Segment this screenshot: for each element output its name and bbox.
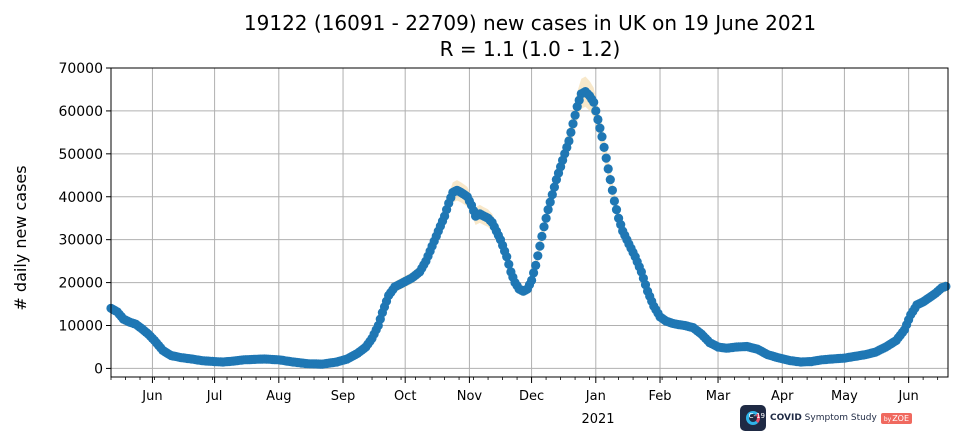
chart-title: 19122 (16091 - 22709) new cases in UK on… bbox=[244, 11, 816, 35]
chart-subtitle: R = 1.1 (1.0 - 1.2) bbox=[440, 37, 621, 61]
x-tick-label: Aug bbox=[266, 389, 291, 404]
y-tick-label: 70000 bbox=[58, 61, 103, 77]
x-tick-label: Jul bbox=[206, 389, 223, 404]
data-point bbox=[593, 114, 603, 125]
data-point bbox=[537, 231, 547, 241]
data-point bbox=[535, 241, 545, 251]
covid-app-logo-icon: C-19 bbox=[740, 405, 766, 431]
y-tick-label: 0 bbox=[94, 361, 103, 377]
data-point bbox=[603, 164, 613, 174]
confidence-band-area bbox=[111, 76, 946, 366]
data-point bbox=[591, 106, 601, 116]
y-tick-label: 40000 bbox=[58, 190, 103, 206]
data-point bbox=[595, 123, 605, 133]
data-point bbox=[549, 182, 560, 192]
data-point bbox=[568, 119, 578, 129]
data-point bbox=[589, 97, 599, 107]
y-tick-label: 50000 bbox=[58, 147, 103, 163]
x-tick-label: Dec bbox=[519, 389, 544, 404]
confidence-band bbox=[111, 76, 946, 366]
data-point bbox=[547, 190, 557, 200]
y-tick-label: 10000 bbox=[58, 319, 103, 335]
data-point bbox=[531, 260, 541, 270]
x-tick-label: Feb bbox=[649, 389, 672, 404]
x-tick-label: Oct bbox=[394, 389, 416, 404]
data-point bbox=[504, 259, 514, 269]
data-point bbox=[502, 252, 512, 262]
data-point bbox=[529, 268, 539, 278]
brand-name-bold: COVID bbox=[770, 413, 802, 423]
brand-name-rest: Symptom Study bbox=[801, 413, 877, 423]
plot-frame bbox=[110, 67, 949, 378]
y-tick-label: 30000 bbox=[58, 233, 103, 249]
x-tick-label: Jun bbox=[141, 389, 162, 404]
data-point bbox=[599, 142, 609, 152]
x-tick-label: Nov bbox=[457, 389, 483, 404]
y-tick-label: 20000 bbox=[58, 276, 103, 292]
data-point bbox=[601, 153, 611, 163]
axes: 0 10000 20000 30000 40000 50000 60000 70000 Jun J… bbox=[58, 61, 949, 404]
data-point bbox=[545, 197, 555, 207]
data-point bbox=[941, 281, 951, 291]
brand-by: by bbox=[883, 415, 892, 423]
y-axis-label: # daily new cases bbox=[11, 165, 30, 310]
x-tick-label: Jan bbox=[585, 389, 606, 404]
x-tick-label: Jun bbox=[897, 389, 918, 404]
data-point bbox=[541, 213, 551, 223]
x-tick-label: Apr bbox=[771, 389, 794, 404]
data-point bbox=[605, 175, 615, 185]
x-tick-label: Sep bbox=[331, 389, 356, 404]
data-points bbox=[106, 87, 951, 369]
x-year-label: 2021 bbox=[581, 412, 614, 427]
brand-name: COVID Symptom Study bbox=[770, 413, 877, 423]
x-tick-label: May bbox=[831, 389, 858, 404]
data-point bbox=[570, 110, 580, 120]
zoe-brand: C-19 COVID Symptom Study byZOE bbox=[740, 403, 913, 433]
data-point bbox=[611, 205, 622, 215]
x-tick-label: Mar bbox=[706, 389, 731, 404]
data-point bbox=[564, 136, 574, 146]
data-point bbox=[539, 222, 549, 232]
zoe-badge: byZOE bbox=[880, 412, 913, 424]
data-point bbox=[543, 205, 553, 215]
data-point bbox=[597, 132, 607, 142]
logo-text: C-19 bbox=[748, 412, 765, 420]
brand-company: ZOE bbox=[892, 413, 910, 423]
data-point bbox=[609, 196, 620, 206]
y-tick-label: 60000 bbox=[58, 104, 103, 120]
data-point bbox=[533, 251, 543, 261]
data-point bbox=[566, 127, 576, 137]
data-point bbox=[607, 185, 618, 195]
data-point bbox=[527, 275, 537, 285]
grid bbox=[111, 67, 948, 377]
